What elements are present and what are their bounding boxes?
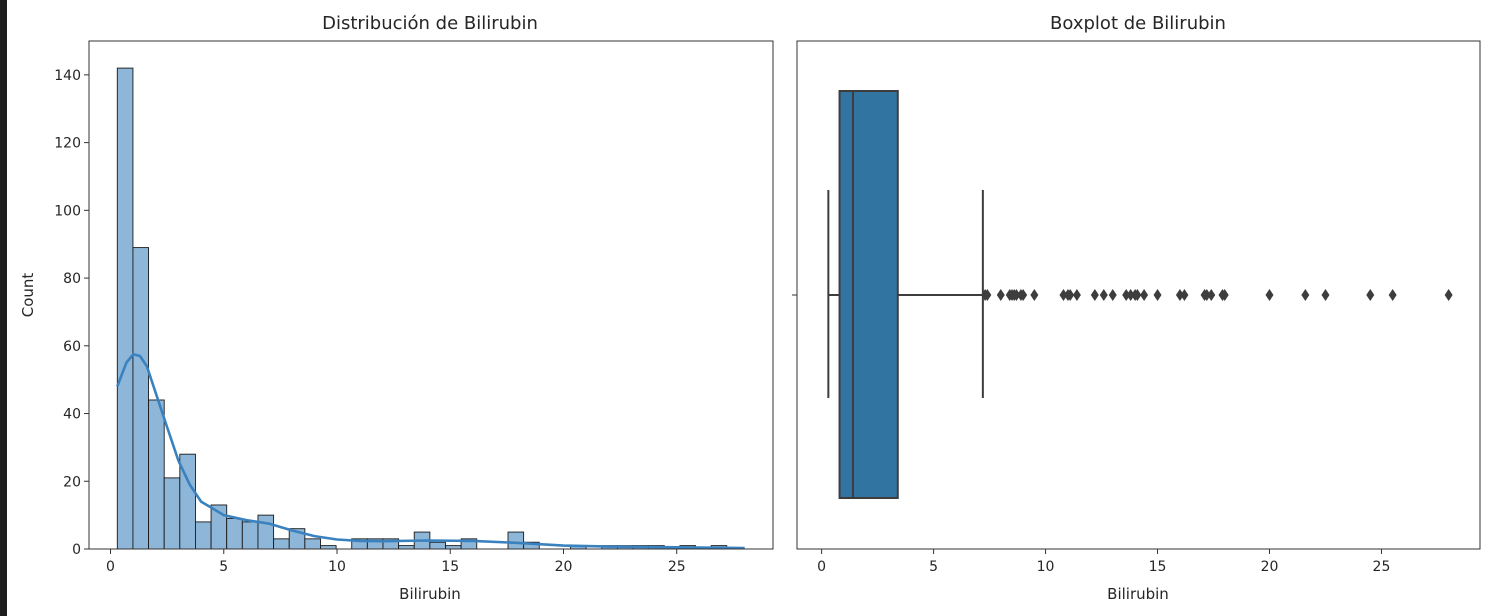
- histogram-y-tick-label: 40: [63, 407, 81, 423]
- boxplot-outlier: [1012, 289, 1021, 301]
- boxplot-title: Boxplot de Bilirubin: [1050, 13, 1226, 34]
- boxplot-outlier: [996, 289, 1005, 301]
- histogram-panel: Distribución de Bilirubin 0 5 10 15 20 25 0 20…: [19, 13, 774, 603]
- boxplot-outlier: [1030, 289, 1039, 301]
- boxplot-outlier: [1066, 289, 1075, 301]
- histogram-bar: [273, 538, 290, 550]
- histogram-bar: [132, 247, 150, 550]
- histogram-x-ticks: 0 5 10 15 20 25: [106, 549, 686, 575]
- boxplot-outlier: [1019, 289, 1028, 301]
- boxplot-outlier: [1153, 289, 1162, 301]
- histogram-x-tick-label: 25: [668, 559, 686, 575]
- boxplot-box: [838, 90, 899, 499]
- histogram-y-tick-label: 80: [63, 271, 81, 287]
- boxplot-x-tick-label: 10: [1037, 559, 1055, 575]
- histogram-x-tick-label: 20: [555, 559, 573, 575]
- histogram-y-tick-label: 140: [54, 68, 81, 84]
- boxplot-outlier: [1126, 289, 1135, 301]
- boxplot-outlier: [983, 289, 992, 301]
- boxplot-outlier: [1180, 289, 1189, 301]
- boxplot-outlier: [1220, 289, 1229, 301]
- histogram-title: Distribución de Bilirubin: [322, 13, 538, 34]
- boxplot-panel: Boxplot de Bilirubin 0 5 10 15 20 25 Bilirubi…: [792, 13, 1481, 603]
- boxplot-x-ticks: 0 5 10 15 20 25: [817, 549, 1390, 575]
- histogram-x-axis-label: Bilirubin: [399, 585, 461, 603]
- boxplot-outlier: [1175, 289, 1184, 301]
- histogram-y-tick-label: 0: [72, 542, 81, 558]
- histogram-bar: [429, 541, 446, 550]
- boxplot-x-tick-label: 15: [1149, 559, 1167, 575]
- histogram-bar: [195, 521, 212, 550]
- boxplot-body: [827, 90, 984, 499]
- histogram-axes-frame: [88, 40, 774, 550]
- histogram-bars: [116, 67, 728, 550]
- histogram-bar: [116, 67, 134, 550]
- boxplot-x-axis-label: Bilirubin: [1107, 585, 1169, 603]
- histogram-y-tick-label: 60: [63, 339, 81, 355]
- boxplot-outlier: [1366, 289, 1375, 301]
- histogram-bar: [320, 545, 337, 550]
- histogram-bar: [257, 514, 275, 550]
- histogram-y-tick-label: 120: [54, 136, 81, 152]
- boxplot-outlier: [1090, 289, 1099, 301]
- boxplot-outlier: [1321, 289, 1330, 301]
- boxplot-outlier: [1133, 289, 1142, 301]
- histogram-y-tick-label: 100: [54, 203, 81, 219]
- boxplot-outlier: [1444, 289, 1453, 301]
- boxplot-outlier: [1265, 289, 1274, 301]
- histogram-y-axis-label: Count: [19, 273, 37, 318]
- boxplot-outlier: [1122, 289, 1131, 301]
- chart-canvas: Distribución de Bilirubin 0 5 10 15 20 25 0 20…: [19, 13, 1481, 603]
- boxplot-outlier: [1099, 289, 1108, 301]
- boxplot-outlier: [1072, 289, 1081, 301]
- histogram-bar: [226, 518, 243, 550]
- boxplot-x-tick-label: 20: [1261, 559, 1279, 575]
- histogram-bar: [304, 538, 321, 550]
- histogram-bar: [507, 531, 525, 550]
- boxplot-outlier: [1202, 289, 1211, 301]
- histogram-x-tick-label: 5: [219, 559, 228, 575]
- histogram-y-tick-label: 20: [63, 474, 81, 490]
- boxplot-outlier: [1207, 289, 1216, 301]
- histogram-bar: [241, 521, 259, 550]
- boxplot-outlier: [1140, 289, 1149, 301]
- histogram-bar: [163, 477, 181, 550]
- histogram-x-tick-label: 10: [328, 559, 346, 575]
- kde-line: [116, 352, 745, 550]
- histogram-x-tick-label: 15: [441, 559, 459, 575]
- boxplot-outlier: [1388, 289, 1397, 301]
- histogram-bar: [148, 399, 165, 550]
- histogram-bar: [445, 545, 462, 550]
- boxplot-outlier: [1059, 289, 1068, 301]
- histogram-y-ticks: 0 20 40 60 80 100 120 140: [54, 68, 89, 558]
- boxplot-x-tick-label: 25: [1373, 559, 1391, 575]
- boxplot-outliers: [981, 289, 1453, 301]
- histogram-x-tick-label: 0: [106, 559, 115, 575]
- boxplot-outlier: [1108, 289, 1117, 301]
- histogram-bar: [398, 545, 415, 550]
- boxplot-outlier: [1301, 289, 1310, 301]
- figure: Distribución de Bilirubin 0 5 10 15 20 25 0 20…: [7, 0, 1491, 616]
- boxplot-x-tick-label: 5: [929, 559, 938, 575]
- boxplot-x-tick-label: 0: [817, 559, 826, 575]
